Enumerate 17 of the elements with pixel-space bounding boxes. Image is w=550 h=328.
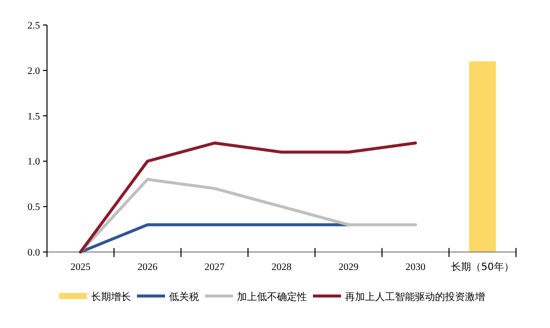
legend-label: 长期增长 [91,291,131,303]
y-tick-label: 1.0 [28,156,40,168]
y-tick-label: 0.5 [28,202,40,214]
x-tick-label: 2027 [204,262,224,273]
x-tick-label: 2028 [272,262,292,273]
legend-label: 再加上人工智能驱动的投资激增 [345,291,485,303]
x-tick-label: 2026 [138,262,158,273]
legend-label: 加上低不确定性 [237,291,307,303]
y-tick-label: 2.0 [28,66,40,77]
y-tick-label: 1.5 [28,111,40,122]
y-tick-label: 2.5 [28,20,40,32]
x-tick-label: 长期（50年） [451,261,514,273]
x-tick-label: 2025 [70,262,90,273]
y-tick-label: 0.0 [28,248,40,258]
legend-label: 低关税 [169,291,199,303]
x-tick-label: 2030 [406,262,426,273]
x-tick-label: 2029 [338,262,358,273]
